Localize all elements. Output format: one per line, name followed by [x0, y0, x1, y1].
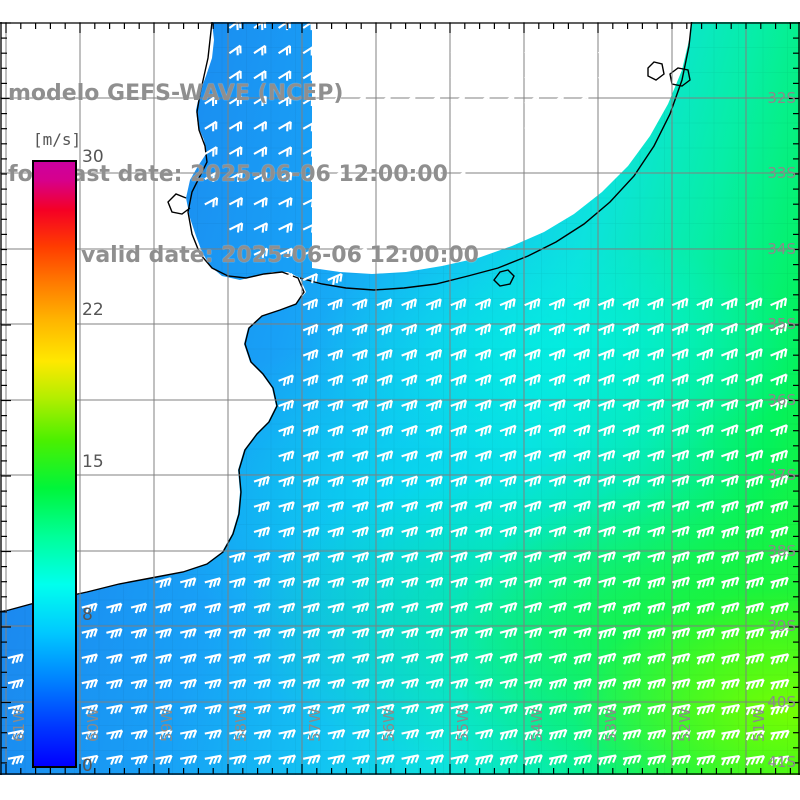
lon-label-51W: 51W: [750, 708, 768, 742]
lon-label-61W: 61W: [10, 708, 28, 742]
colorbar-tick-15: 15: [82, 452, 104, 472]
lon-label-56W: 56W: [380, 708, 398, 742]
lat-label-39S: 39S: [767, 617, 796, 635]
lat-label-36S: 36S: [767, 391, 796, 409]
colorbar-tick-30: 30: [82, 147, 104, 167]
lon-label-53W: 53W: [602, 708, 620, 742]
colorbar-gradient[interactable]: [32, 160, 77, 768]
model-name-line: modelo GEFS-WAVE (NCEP): [8, 81, 344, 106]
lon-label-59W: 59W: [158, 708, 176, 742]
lon-label-55W: 55W: [454, 708, 472, 742]
valid-date-line: valid date: 2025-06-06 12:00:00: [81, 243, 479, 268]
lat-label-32S: 32S: [767, 89, 796, 107]
colorbar-unit-label: [m/s]: [33, 130, 82, 149]
lat-label-35S: 35S: [767, 315, 796, 333]
colorbar-tick-0: 0: [82, 756, 93, 776]
lon-label-57W: 57W: [306, 708, 324, 742]
lat-label-34S: 34S: [767, 240, 796, 258]
colorbar-tick-8: 8: [82, 605, 93, 625]
lat-label-38S: 38S: [767, 542, 796, 560]
lon-label-60W: 60W: [84, 708, 102, 742]
lat-label-40S: 40S: [767, 693, 796, 711]
colorbar-tick-22: 22: [82, 300, 104, 320]
lon-label-58W: 58W: [232, 708, 250, 742]
lon-label-54W: 54W: [528, 708, 546, 742]
lon-label-52W: 52W: [676, 708, 694, 742]
page-title: modelo GEFS-WAVE (NCEP) forecast date: 2…: [0, 26, 560, 323]
lat-label-37S: 37S: [767, 466, 796, 484]
lat-label-41S: 41S: [767, 753, 796, 771]
lat-label-33S: 33S: [767, 164, 796, 182]
